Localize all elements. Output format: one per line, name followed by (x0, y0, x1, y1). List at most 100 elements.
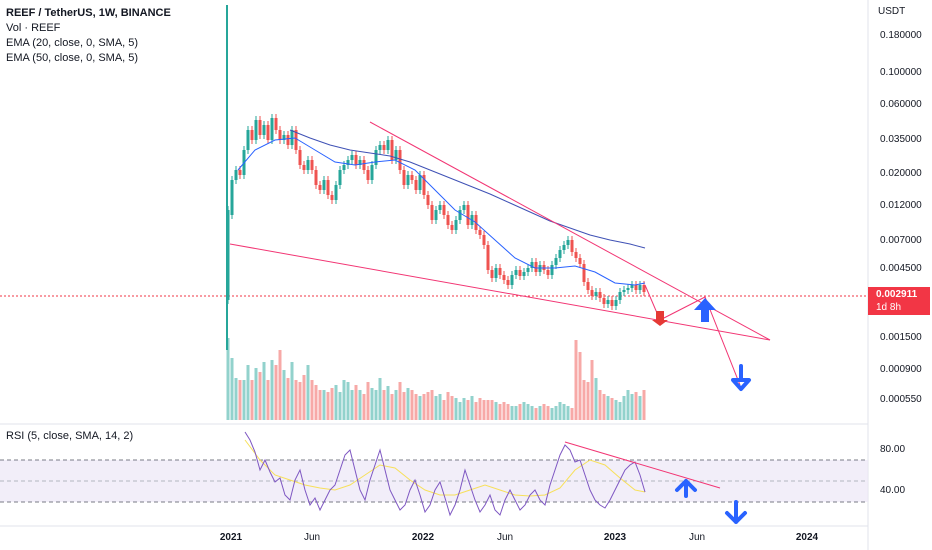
candle-body (310, 160, 314, 170)
volume-bar (238, 380, 242, 420)
candle-body (362, 160, 366, 170)
volume-bar (250, 380, 254, 420)
arrow-down-icon (725, 500, 747, 524)
candle-body (498, 268, 502, 275)
volume-bar (538, 406, 542, 420)
volume-bar (630, 394, 634, 420)
price-tick: 0.007000 (880, 235, 922, 246)
arrow-up-icon (675, 479, 697, 498)
volume-bar (234, 378, 238, 420)
lower-trendline (229, 243, 771, 341)
volume-bar (598, 390, 602, 420)
ema20-legend[interactable]: EMA (20, close, 0, SMA, 5) (6, 37, 139, 49)
candle-body (610, 300, 614, 306)
time-tick: 2021 (219, 532, 243, 543)
time-tick: 2023 (603, 532, 627, 543)
candle-body (482, 235, 486, 245)
candle-body (370, 165, 374, 180)
volume-bar (478, 398, 482, 420)
candle-body (590, 290, 594, 296)
volume-bar (230, 358, 234, 420)
symbol-title[interactable]: REEF / TetherUS, 1W, BINANCE (6, 7, 171, 19)
arrow-up-icon (694, 298, 716, 322)
projection-path (644, 284, 741, 386)
volume-bar (390, 394, 394, 420)
volume-bar (518, 404, 522, 420)
volume-bar (450, 396, 454, 420)
candle-body (462, 205, 466, 210)
candle-body (494, 268, 498, 278)
volume-bar (386, 386, 390, 420)
time-tick: 2024 (795, 532, 819, 543)
rsi-legend[interactable]: RSI (5, close, SMA, 14, 2) (6, 430, 134, 442)
candle-body (262, 125, 266, 135)
candle-body (422, 175, 426, 195)
volume-bar (522, 402, 526, 420)
candle-body (314, 170, 318, 185)
volume-bar (470, 396, 474, 420)
candle-body (582, 264, 586, 282)
volume-bar (302, 375, 306, 420)
candle-body (302, 165, 306, 170)
volume-bar (266, 380, 270, 420)
candle-body (622, 290, 626, 292)
volume-bar (330, 388, 334, 420)
candle-body (466, 205, 470, 225)
candle-body (238, 170, 242, 175)
volume-bar (442, 400, 446, 420)
candle-body (414, 180, 418, 190)
candle-body (506, 280, 510, 285)
volume-bar (530, 406, 534, 420)
candle-body (390, 140, 394, 160)
candle-body (334, 185, 338, 200)
volume-bar (314, 385, 318, 420)
volume-bar (414, 394, 418, 420)
currency-label: USDT (878, 6, 906, 17)
volume-legend[interactable]: Vol · REEF (6, 22, 61, 34)
volume-bar (258, 372, 262, 420)
volume-bars (226, 338, 646, 420)
rsi-tick: 80.00 (880, 444, 906, 455)
volume-bar (486, 400, 490, 420)
volume-bar (626, 390, 630, 420)
candle-body (450, 225, 454, 230)
volume-bar (642, 390, 646, 420)
rsi-tick: 40.00 (880, 485, 906, 496)
candle-body (642, 285, 646, 292)
volume-bar (322, 390, 326, 420)
volume-bar (350, 390, 354, 420)
candle-body (326, 180, 330, 195)
time-tick: Jun (303, 532, 321, 543)
volume-bar (510, 406, 514, 420)
candle-body (594, 292, 598, 296)
volume-bar (294, 380, 298, 420)
price-tick: 0.004500 (880, 263, 922, 274)
ema20-line (237, 137, 646, 286)
candle-body (330, 195, 334, 200)
volume-bar (634, 392, 638, 420)
volume-bar (398, 382, 402, 420)
candle-body (358, 160, 362, 165)
volume-bar (542, 404, 546, 420)
price-tick: 0.100000 (880, 67, 922, 78)
volume-bar (514, 406, 518, 420)
volume-bar (402, 392, 406, 420)
candle-body (354, 155, 358, 165)
volume-bar (354, 385, 358, 420)
candle-body (526, 268, 530, 272)
volume-bar (546, 406, 550, 420)
volume-bar (430, 390, 434, 420)
candle-body (478, 230, 482, 235)
candle-body (258, 120, 262, 135)
volume-bar (378, 378, 382, 420)
bar-countdown: 1d 8h (876, 302, 902, 313)
candle-body (502, 275, 506, 280)
ema50-legend[interactable]: EMA (50, close, 0, SMA, 5) (6, 52, 139, 64)
volume-bar (262, 362, 266, 420)
volume-bar (382, 390, 386, 420)
volume-bar (298, 382, 302, 420)
volume-bar (462, 398, 466, 420)
volume-bar (374, 390, 378, 420)
